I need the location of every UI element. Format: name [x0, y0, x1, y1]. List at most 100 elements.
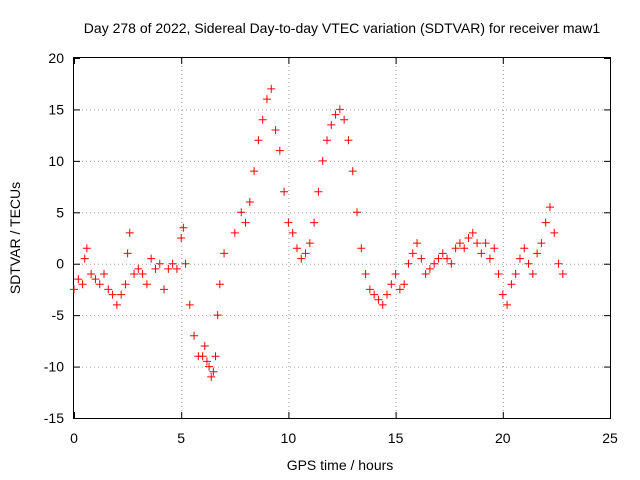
data-point [185, 300, 194, 309]
data-point [408, 249, 417, 258]
data-point [74, 275, 83, 284]
data-point [537, 239, 546, 248]
data-point [172, 264, 181, 273]
data-point [258, 115, 267, 124]
data-point [520, 244, 529, 253]
data-point [498, 290, 507, 299]
data-point [404, 259, 413, 268]
data-point [425, 264, 434, 273]
data-point [417, 254, 426, 263]
grid [74, 58, 610, 418]
data-point [125, 228, 134, 237]
data-point [528, 270, 537, 278]
data-point [357, 244, 366, 253]
data-point [151, 264, 160, 273]
data-point [181, 259, 190, 268]
data-point [230, 228, 239, 237]
data-point [387, 280, 396, 289]
data-point [477, 249, 486, 258]
data-point [80, 254, 89, 263]
data-point [254, 136, 263, 145]
data-point [335, 105, 344, 114]
data-point [267, 84, 276, 93]
data-point [533, 249, 542, 258]
data-point [207, 372, 216, 381]
data-point [503, 300, 512, 309]
data-point [434, 254, 443, 263]
data-point [348, 167, 357, 176]
data-point [82, 244, 91, 253]
data-point [164, 264, 173, 273]
data-point [245, 198, 254, 206]
x-tick-label: 15 [388, 430, 404, 446]
y-tick-label: 20 [48, 50, 64, 66]
data-point [87, 270, 96, 278]
data-point [443, 254, 452, 263]
data-point [365, 285, 374, 294]
data-point [558, 270, 567, 278]
data-point [250, 167, 259, 176]
x-tick-label: 20 [495, 430, 511, 446]
data-point [515, 254, 524, 263]
data-point [117, 290, 126, 299]
data-point [413, 239, 422, 248]
data-point [241, 218, 250, 227]
data-point [198, 352, 207, 361]
data-point [179, 223, 188, 232]
y-tick-label: -10 [44, 359, 64, 375]
data-point [383, 290, 392, 299]
data-point [220, 249, 229, 258]
data-point [481, 239, 490, 248]
data-point [460, 244, 469, 253]
data-point [395, 285, 404, 294]
data-point [190, 331, 199, 340]
axis-ticks [74, 58, 611, 419]
data-point [473, 239, 482, 248]
data-point [305, 239, 314, 248]
data-point [485, 254, 494, 263]
data-point [177, 234, 186, 242]
data-point [545, 203, 554, 212]
data-point [275, 146, 284, 155]
data-point [262, 95, 271, 104]
data-series-maw1 [70, 84, 567, 381]
x-tick-label: 5 [177, 430, 185, 446]
data-point [353, 208, 362, 217]
data-point [130, 270, 139, 278]
data-point [213, 311, 222, 320]
data-point [280, 187, 289, 196]
data-point [292, 244, 301, 253]
data-point [378, 300, 387, 309]
data-point [314, 187, 323, 196]
data-point [447, 259, 456, 268]
data-point [310, 218, 319, 227]
x-tick-label: 0 [70, 430, 78, 446]
x-axis-label: GPS time / hours [287, 457, 394, 473]
data-point [200, 342, 209, 350]
data-point [211, 352, 220, 361]
data-point [464, 234, 473, 242]
data-point [468, 228, 477, 237]
data-point [391, 270, 400, 278]
data-point [361, 270, 370, 278]
x-tick-labels: 0 5 10 15 20 25 [70, 430, 618, 446]
data-point [202, 357, 211, 366]
data-point [344, 136, 353, 145]
data-point [91, 275, 100, 284]
data-point [134, 264, 143, 273]
data-point [108, 290, 117, 299]
x-tick-label: 25 [602, 430, 618, 446]
y-tick-label: 5 [56, 204, 64, 220]
data-point [430, 259, 439, 268]
data-point [95, 280, 104, 289]
y-tick-label: -5 [52, 307, 65, 323]
data-point [168, 259, 177, 268]
data-point [155, 259, 164, 268]
chart-title: Day 278 of 2022, Sidereal Day-to-day VTE… [84, 20, 601, 36]
data-point [327, 120, 336, 129]
data-point [331, 110, 340, 119]
data-point [70, 285, 78, 294]
data-point [507, 280, 516, 289]
data-point [541, 218, 550, 227]
